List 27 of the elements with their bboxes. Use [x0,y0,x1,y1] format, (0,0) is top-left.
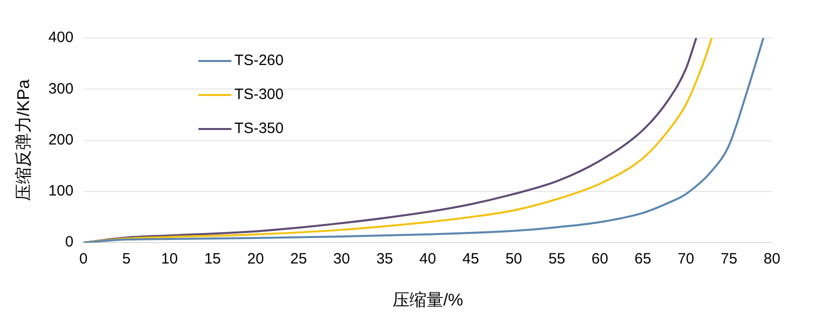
x-tick-label: 45 [462,250,480,268]
x-tick-label: 40 [419,250,436,268]
x-tick-label: 25 [290,250,307,268]
x-axis-title: 压缩量/% [392,290,464,310]
x-tick-label: 70 [678,250,694,268]
y-tick-label: 400 [48,29,74,46]
x-tick-label: 50 [505,250,522,268]
legend-label: TS-260 [234,52,284,70]
x-tick-label: 5 [122,250,131,268]
legend-label: TS-350 [234,120,284,138]
x-tick-label: 20 [247,250,264,268]
x-tick-label: 15 [204,250,221,268]
y-tick-label: 300 [48,80,74,98]
x-tick-label: 65 [634,250,652,268]
y-axis-title: 压缩反弹力/KPa [14,78,33,202]
y-tick-label: 100 [48,182,74,200]
x-tick-label: 35 [376,250,394,268]
y-tick-label: 0 [65,234,74,251]
x-tick-label: 55 [548,250,566,268]
x-tick-label: 30 [333,250,350,268]
x-tick-label: 80 [764,250,780,268]
x-tick-label: 75 [720,250,738,268]
y-tick-label: 200 [48,131,74,148]
legend-label: TS-300 [234,86,284,104]
x-tick-label: 60 [592,250,608,268]
x-tick-label: 10 [161,250,178,268]
x-tick-label: 0 [79,250,88,268]
